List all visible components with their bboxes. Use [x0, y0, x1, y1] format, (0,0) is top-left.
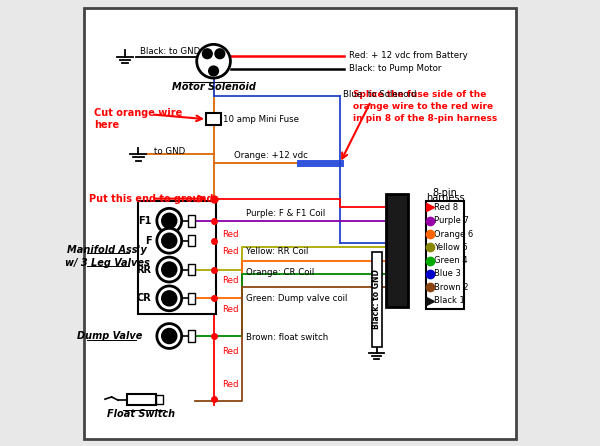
- Circle shape: [162, 213, 177, 228]
- Text: Manifold Ass'y: Manifold Ass'y: [67, 244, 147, 255]
- Text: F: F: [145, 236, 152, 246]
- Circle shape: [202, 49, 212, 58]
- Bar: [372, 252, 382, 347]
- Bar: [188, 235, 195, 247]
- Bar: [427, 201, 464, 310]
- Bar: [188, 264, 195, 275]
- Text: Brown 2: Brown 2: [434, 283, 469, 292]
- Circle shape: [162, 262, 177, 277]
- Bar: [188, 215, 195, 227]
- Circle shape: [162, 233, 177, 248]
- Text: Green 4: Green 4: [434, 256, 468, 265]
- Text: 10 amp Mini Fuse: 10 amp Mini Fuse: [223, 115, 299, 124]
- Text: Splice the fuse side of the
orange wire to the red wire
in pin 8 of the 8-pin ha: Splice the fuse side of the orange wire …: [353, 90, 497, 123]
- Bar: [138, 201, 216, 314]
- Bar: [188, 293, 195, 304]
- Circle shape: [157, 257, 182, 282]
- Text: Yellow: RR Coil: Yellow: RR Coil: [246, 247, 308, 256]
- Circle shape: [162, 291, 177, 306]
- Text: Float Switch: Float Switch: [107, 409, 176, 419]
- Text: Black 1: Black 1: [434, 296, 465, 305]
- Circle shape: [157, 324, 182, 348]
- Text: Blue 3: Blue 3: [434, 269, 461, 278]
- Text: Blue: to Solenoid: Blue: to Solenoid: [343, 90, 417, 99]
- Circle shape: [162, 329, 177, 343]
- Bar: [206, 113, 221, 125]
- Text: Motor Solenoid: Motor Solenoid: [172, 82, 256, 91]
- Circle shape: [209, 66, 218, 76]
- Text: Red: + 12 vdc from Battery: Red: + 12 vdc from Battery: [349, 50, 467, 59]
- Text: RR: RR: [137, 264, 152, 275]
- Bar: [188, 330, 195, 342]
- Text: Red: Red: [223, 347, 239, 356]
- Text: harness: harness: [426, 193, 464, 203]
- Text: Purple: F & F1 Coil: Purple: F & F1 Coil: [246, 209, 325, 218]
- Text: Orange: CR Coil: Orange: CR Coil: [246, 268, 314, 277]
- Bar: [386, 194, 408, 307]
- Text: Red 8: Red 8: [434, 203, 458, 212]
- Text: Black: to Pump Motor: Black: to Pump Motor: [349, 64, 441, 73]
- Text: 8-pin: 8-pin: [433, 188, 458, 198]
- Text: CR: CR: [137, 293, 152, 303]
- Text: Purple 7: Purple 7: [434, 216, 469, 225]
- Circle shape: [157, 228, 182, 253]
- Circle shape: [157, 286, 182, 311]
- Text: to GND: to GND: [154, 147, 185, 156]
- Text: Red: Red: [223, 230, 239, 239]
- Text: Black: to GND: Black: to GND: [372, 269, 381, 330]
- Text: Red: Red: [223, 380, 239, 389]
- Text: Cut orange wire
here: Cut orange wire here: [94, 108, 182, 130]
- Text: Orange: +12 vdc: Orange: +12 vdc: [233, 151, 307, 160]
- Circle shape: [215, 49, 225, 58]
- Text: Brown: float switch: Brown: float switch: [246, 333, 328, 342]
- Circle shape: [157, 208, 182, 233]
- Text: Red: Red: [223, 276, 239, 285]
- Text: Red: Red: [223, 305, 239, 314]
- Text: Dump Valve: Dump Valve: [77, 331, 142, 341]
- Text: Green: Dump valve coil: Green: Dump valve coil: [246, 294, 347, 303]
- Text: Yellow 5: Yellow 5: [434, 243, 468, 252]
- Bar: [127, 394, 156, 405]
- Text: Put this end to ground: Put this end to ground: [89, 194, 214, 204]
- Text: Orange 6: Orange 6: [434, 230, 473, 239]
- Bar: [156, 395, 163, 404]
- Circle shape: [197, 45, 230, 78]
- Text: Red: Red: [223, 248, 239, 256]
- Text: F1: F1: [138, 216, 152, 226]
- Text: Black: to GND: Black: to GND: [140, 47, 200, 56]
- Text: w/ 3 Leg Valves: w/ 3 Leg Valves: [65, 258, 149, 268]
